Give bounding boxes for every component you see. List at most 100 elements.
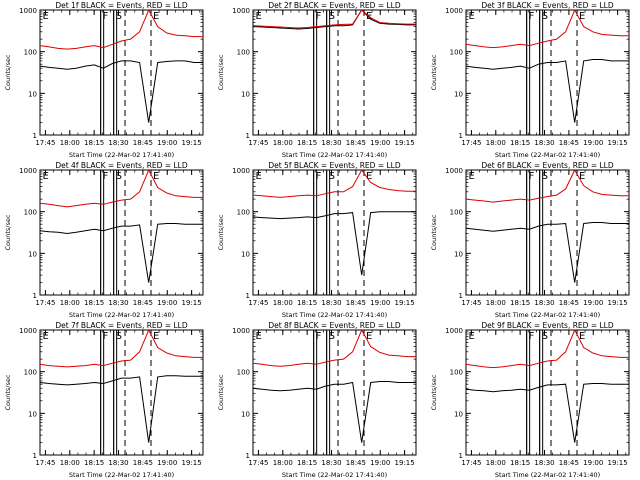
series-line-lld [39, 168, 203, 208]
marker-label: F [529, 11, 535, 22]
x-tick-label: 18:15 [510, 299, 530, 307]
x-tick-label: 18:15 [297, 459, 317, 467]
marker-label: E [469, 331, 475, 342]
marker-label: E [43, 11, 49, 22]
x-tick-label: 19:15 [182, 299, 202, 307]
series-line-events [252, 381, 416, 443]
y-tick-label: 100 [237, 209, 250, 217]
plot-frame [465, 329, 630, 456]
panel-title: Det 3f BLACK = Events, RED = LLD [481, 1, 614, 10]
marker-label: E [579, 11, 585, 22]
y-tick-label: 1000 [445, 7, 463, 15]
x-axis-label: Start Time (22-Mar-02 17:41:40) [495, 311, 600, 319]
panel-title: Det 9f BLACK = Events, RED = LLD [481, 321, 614, 330]
y-axis-label: Counts/sec [4, 374, 12, 410]
marker-label: F [316, 11, 322, 22]
x-tick-label: 19:15 [395, 139, 415, 147]
marker-label: E [153, 171, 159, 182]
y-axis-label: Counts/sec [430, 54, 438, 90]
y-tick-label: 1 [33, 292, 37, 300]
x-axis-label: Start Time (22-Mar-02 17:41:40) [282, 311, 387, 319]
x-tick-label: 19:00 [370, 299, 390, 307]
y-tick-label: 10 [28, 90, 37, 98]
x-tick-label: 18:45 [346, 139, 366, 147]
panel-title: Det 6f BLACK = Events, RED = LLD [481, 161, 614, 170]
marker-label: E [579, 171, 585, 182]
y-tick-label: 1000 [19, 327, 37, 335]
series-line-lld [39, 328, 203, 368]
marker-label: S [329, 11, 335, 22]
x-tick-label: 18:30 [108, 139, 128, 147]
x-tick-label: 18:00 [486, 299, 506, 307]
x-tick-label: 18:15 [510, 139, 530, 147]
series-line-lld [252, 169, 416, 198]
marker-label: S [542, 11, 548, 22]
series-line-lld [465, 168, 629, 203]
x-tick-label: 18:30 [108, 459, 128, 467]
series-line-lld [465, 8, 629, 49]
marker-label: F [316, 331, 322, 342]
marker-label: E [366, 171, 372, 182]
y-tick-label: 1000 [445, 327, 463, 335]
y-tick-label: 1 [459, 452, 463, 460]
panel-6: Det 6f BLACK = Events, RED = LLD Counts/s… [430, 161, 630, 319]
x-tick-label: 17:45 [35, 459, 55, 467]
y-tick-label: 10 [454, 410, 463, 418]
panel-2: Det 2f BLACK = Events, RED = LLD Counts/s… [217, 1, 417, 159]
x-tick-label: 18:30 [534, 139, 554, 147]
x-tick-label: 18:00 [486, 139, 506, 147]
y-tick-label: 1 [33, 132, 37, 140]
marker-label: S [542, 171, 548, 182]
x-tick-label: 19:00 [583, 299, 603, 307]
x-tick-label: 18:30 [321, 139, 341, 147]
x-tick-label: 19:15 [608, 139, 628, 147]
marker-label: E [579, 331, 585, 342]
plot-frame [39, 9, 204, 136]
panel-title: Det 2f BLACK = Events, RED = LLD [268, 1, 401, 10]
series-line-events [252, 211, 416, 276]
y-tick-label: 100 [450, 49, 463, 57]
x-tick-label: 18:00 [273, 139, 293, 147]
marker-label: S [329, 331, 335, 342]
marker-label: F [529, 171, 535, 182]
x-axis-label: Start Time (22-Mar-02 17:41:40) [69, 311, 174, 319]
y-tick-label: 10 [241, 90, 250, 98]
y-axis-label: Counts/sec [217, 214, 225, 250]
marker-label: F [316, 171, 322, 182]
x-tick-label: 18:15 [297, 139, 317, 147]
y-tick-label: 1 [246, 292, 250, 300]
x-tick-label: 18:30 [534, 459, 554, 467]
y-tick-label: 1000 [445, 167, 463, 175]
marker-label: E [153, 11, 159, 22]
marker-label: E [366, 331, 372, 342]
x-tick-label: 18:30 [321, 459, 341, 467]
marker-label: S [116, 11, 122, 22]
plot-frame [252, 9, 417, 136]
panel-9: Det 9f BLACK = Events, RED = LLD Counts/s… [430, 321, 630, 479]
plot-frame [39, 169, 204, 296]
marker-label: E [256, 331, 262, 342]
y-tick-label: 100 [237, 49, 250, 57]
series-line-lld [252, 9, 416, 29]
x-tick-label: 17:45 [35, 139, 55, 147]
y-axis-label: Counts/sec [430, 374, 438, 410]
x-tick-label: 18:00 [273, 299, 293, 307]
y-tick-label: 10 [454, 250, 463, 258]
y-tick-label: 10 [454, 90, 463, 98]
x-tick-label: 18:45 [559, 139, 579, 147]
x-tick-label: 18:15 [510, 459, 530, 467]
x-tick-label: 18:00 [60, 299, 80, 307]
y-tick-label: 1000 [232, 7, 250, 15]
y-tick-label: 1 [33, 452, 37, 460]
series-line-events [39, 60, 203, 123]
x-tick-label: 17:45 [248, 299, 268, 307]
x-tick-label: 19:15 [182, 139, 202, 147]
panel-title: Det 1f BLACK = Events, RED = LLD [55, 1, 188, 10]
series-line-lld [39, 8, 203, 50]
y-axis-label: Counts/sec [430, 214, 438, 250]
x-tick-label: 18:15 [84, 299, 104, 307]
x-tick-label: 17:45 [461, 459, 481, 467]
y-tick-label: 100 [24, 49, 37, 57]
marker-label: E [469, 11, 475, 22]
marker-label: S [542, 331, 548, 342]
